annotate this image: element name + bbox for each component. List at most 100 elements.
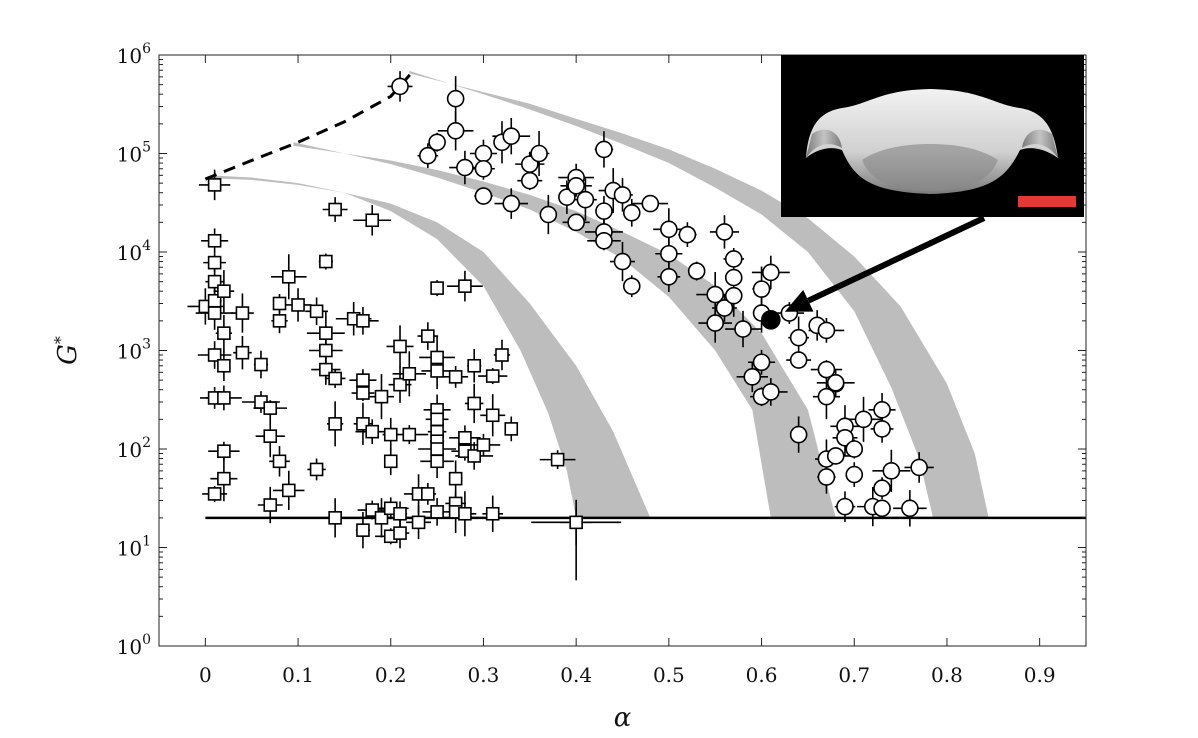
circle-marker [817,360,836,379]
square-marker [217,284,231,298]
y-axis-title: G* [51,336,83,365]
circle-marker [595,140,613,159]
circle-marker [419,146,437,165]
circle-marker [428,133,446,152]
x-tick-label: 0.6 [746,663,778,687]
square-marker [458,279,472,293]
specimen-inset [781,55,1084,217]
square-marker [504,422,519,436]
circle-marker [743,368,762,386]
band-2 [293,142,836,518]
band-1 [209,175,651,518]
circle-marker [789,351,808,369]
x-tick-label: 0.3 [468,663,500,687]
circle-marker [678,225,697,244]
x-tick-label: 0.5 [653,663,685,687]
circle-marker [734,320,752,338]
circle-marker [539,205,558,224]
circle-marker [622,277,641,295]
square-marker [383,427,398,442]
square-marker [393,526,407,540]
square-marker [254,357,268,372]
x-tick-label: 0.7 [838,663,870,687]
square-marker [309,304,324,319]
circle-marker [910,458,928,477]
square-marker [263,498,278,512]
data-markers [198,77,928,544]
circle-marker [660,244,678,263]
square-marker [272,296,287,311]
circle-marker [715,223,734,241]
square-marker [291,298,305,312]
square-marker [485,408,500,423]
square-marker [430,281,444,295]
square-marker [421,329,435,343]
x-tick-label: 0.9 [1024,663,1056,687]
arrow-shaft [807,215,986,304]
square-marker [365,424,380,439]
circle-marker [456,158,474,177]
square-marker [393,377,407,392]
circle-marker [724,268,743,287]
circle-marker [687,262,706,280]
square-marker [356,386,370,400]
square-marker [393,339,407,354]
y-tick-labels: 100 101 102 103 104 105 106 [117,41,151,659]
square-marker [402,427,417,442]
circle-marker [901,499,919,518]
square-marker [430,412,444,427]
highlighted-specimen-marker [761,309,781,330]
x-axis-title: α [614,703,632,733]
square-marker [207,178,222,192]
circle-marker [873,499,891,518]
square-marker [217,391,231,405]
square-marker [393,506,407,521]
x-tick-label: 0.4 [560,663,592,687]
square-marker [281,270,296,284]
square-marker [421,487,435,501]
circle-marker [845,465,864,484]
circle-marker [595,202,613,220]
dashed-boundary-curve [204,69,416,181]
x-tick-labels: 0 0.1 0.2 0.3 0.4 0.5 0.6 0.7 0.8 0.9 [199,663,1056,687]
square-marker [458,430,472,445]
circle-marker [724,286,743,305]
circle-marker [762,263,780,282]
scale-bar [1018,196,1076,207]
square-marker [328,417,342,431]
gray-bands [209,70,989,518]
square-marker [448,471,463,486]
y-tick-label: 103 [117,337,151,364]
square-marker [319,326,333,340]
square-marker [272,454,287,469]
circle-marker [706,285,725,304]
circle-marker [789,425,808,444]
square-marker [309,462,324,477]
circle-marker [641,194,660,213]
square-marker [467,358,481,373]
circle-marker [762,383,780,401]
circle-marker [530,144,548,163]
square-marker [356,314,370,328]
square-marker [207,306,222,320]
square-marker [217,444,231,458]
square-marker [383,454,398,469]
circle-marker [817,468,836,486]
circle-marker [836,428,854,447]
square-marker [569,515,583,530]
square-marker [430,454,444,469]
square-marker [402,367,417,381]
square-marker [356,523,370,537]
square-marker [495,348,509,362]
square-marker [467,396,481,411]
square-marker [263,429,278,443]
circle-marker [391,77,409,96]
circle-marker [576,190,595,209]
x-tick-label: 0.8 [931,663,963,687]
square-marker [430,442,444,456]
circle-marker [845,440,864,458]
square-marker [272,314,287,328]
square-marker [467,449,481,463]
square-marker [319,254,333,269]
left-wing [806,129,842,158]
